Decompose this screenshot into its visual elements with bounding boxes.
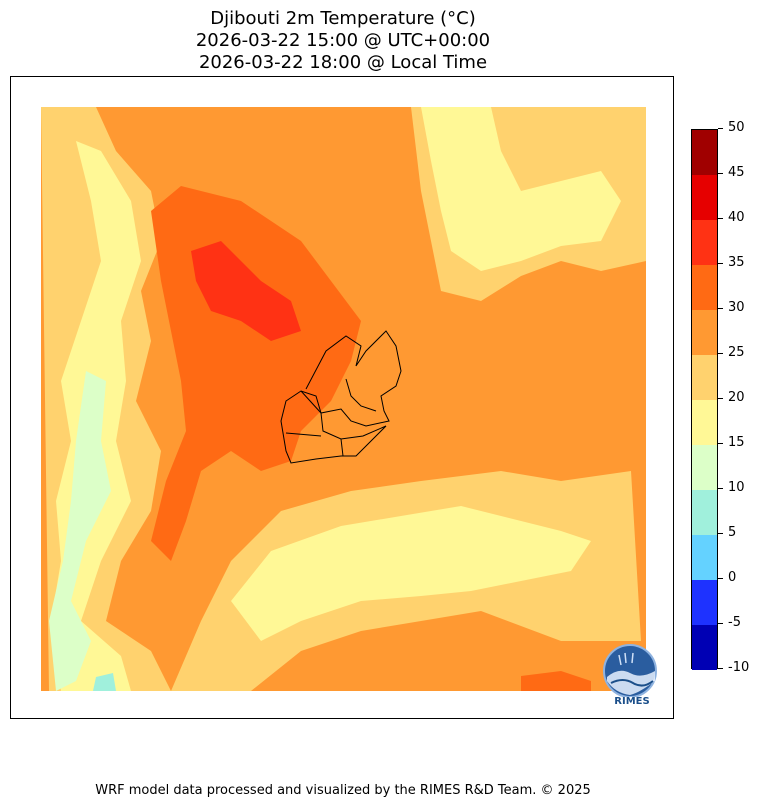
colorbar-tick	[718, 668, 723, 669]
field-30-35-east	[521, 671, 591, 691]
colorbar-tick	[718, 128, 723, 129]
colorbar-tick	[718, 533, 723, 534]
rimes-globe-icon	[603, 644, 657, 698]
footer-credit: WRF model data processed and visualized …	[95, 783, 591, 798]
temperature-map	[41, 107, 646, 691]
rimes-logo-text: RIMES	[614, 696, 650, 707]
colorbar-tick-label: 15	[728, 435, 745, 450]
colorbar-tick-label: 0	[728, 570, 737, 585]
colorbar-segment	[692, 220, 717, 265]
colorbar-segment	[692, 535, 717, 580]
colorbar-segment	[692, 625, 717, 670]
colorbar-tick	[718, 173, 723, 174]
field-35-40-peak	[191, 241, 301, 341]
colorbar-tick-label: -5	[728, 615, 741, 630]
colorbar-tick-label: 40	[728, 210, 745, 225]
rimes-logo: RIMES	[599, 641, 665, 709]
temperature-colorbar	[691, 129, 718, 670]
colorbar-tick-label: 25	[728, 345, 745, 360]
djibouti-border	[280, 330, 402, 464]
colorbar-tick-label: 50	[728, 120, 745, 135]
colorbar-segment	[692, 580, 717, 625]
colorbar-tick-label: 5	[728, 525, 737, 540]
field-15-20-ne	[421, 107, 621, 271]
colorbar-segment	[692, 130, 717, 175]
colorbar-tick-label: 35	[728, 255, 745, 270]
djibouti-region-lines	[285, 378, 387, 457]
field-15-20-south	[231, 506, 591, 641]
colorbar-tick	[718, 308, 723, 309]
utc-time-subtitle: 2026-03-22 15:00 @ UTC+00:00	[195, 30, 491, 51]
colorbar-tick-label: 30	[728, 300, 745, 315]
colorbar-tick	[718, 263, 723, 264]
field-5-10-patch	[93, 673, 116, 691]
colorbar-tick-label: 20	[728, 390, 745, 405]
colorbar-segment	[692, 445, 717, 490]
map-frame: RIMES	[10, 76, 674, 719]
colorbar-tick	[718, 488, 723, 489]
colorbar-segment	[692, 265, 717, 310]
colorbar-tick-label: 10	[728, 480, 745, 495]
field-10-15-west	[49, 371, 111, 691]
colorbar-segment	[692, 175, 717, 220]
colorbar-segment	[692, 400, 717, 445]
local-time-subtitle: 2026-03-22 18:00 @ Local Time	[198, 52, 488, 73]
colorbar-tick	[718, 398, 723, 399]
colorbar-tick	[718, 353, 723, 354]
map-title: Djibouti 2m Temperature (°C)	[210, 8, 476, 29]
colorbar-tick	[718, 443, 723, 444]
colorbar-tick	[718, 623, 723, 624]
colorbar-tick-label: -10	[728, 660, 750, 675]
colorbar-tick	[718, 218, 723, 219]
colorbar-tick-label: 45	[728, 165, 745, 180]
colorbar-segment	[692, 310, 717, 355]
colorbar-tick	[718, 578, 723, 579]
colorbar-segment	[692, 490, 717, 535]
colorbar-segment	[692, 355, 717, 400]
